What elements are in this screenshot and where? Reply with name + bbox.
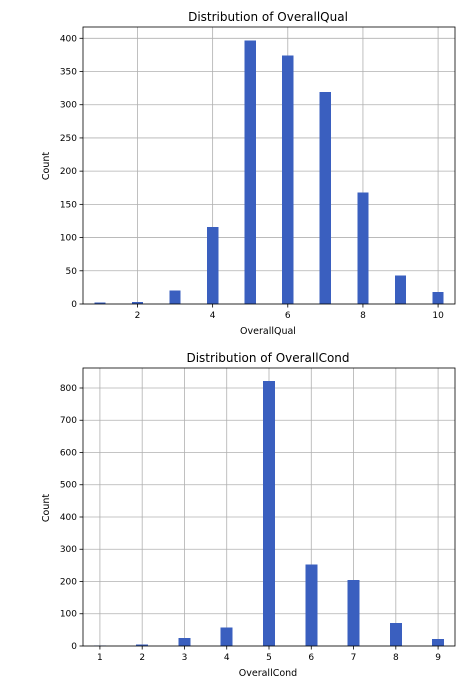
x-tick-label: 4 [210,311,216,321]
bar [357,192,369,304]
grid [83,27,455,305]
y-tick-label: 100 [60,234,77,244]
y-tick-label: 400 [60,34,77,44]
x-tick-label: 9 [435,653,441,663]
y-axis-label: Count [41,152,52,180]
x-tick-label: 6 [285,311,291,321]
x-axis-label: OverallQual [240,326,296,337]
bar [169,290,181,304]
bar [432,638,445,646]
bar [432,292,444,304]
y-tick-label: 150 [60,200,77,210]
chart-title: Distribution of OverallQual [188,10,348,24]
bar [282,55,294,304]
bar [220,627,233,646]
overallqual-chart: Distribution of OverallQual OverallQual … [41,10,456,337]
x-tick-label: 8 [360,311,366,321]
bars [93,381,445,646]
bar [178,637,191,646]
y-tick-label: 500 [60,481,77,491]
x-tick-label: 3 [182,653,188,663]
x-tick-label: 10 [432,311,444,321]
y-tick-label: 300 [60,101,77,111]
y-tick-label: 200 [60,577,77,587]
bar [131,302,144,304]
bar [94,302,106,304]
bar [244,40,256,304]
y-tick-label: 700 [60,416,77,426]
x-tick-label: 1 [97,653,103,663]
y-tick-label: 50 [66,267,78,277]
bar [263,381,275,646]
x-tick-label: 8 [393,653,399,663]
y-axis-label: Count [41,494,52,522]
chart-title: Distribution of OverallCond [186,351,349,365]
bar [305,564,318,646]
x-axis-label: OverallCond [239,668,297,679]
y-tick-label: 250 [60,134,77,144]
x-tick-label: 6 [308,653,314,663]
y-tick-label: 200 [60,167,77,177]
bar [207,226,219,304]
overallcond-chart: Distribution of OverallCond OverallCond … [41,351,456,679]
bar [136,644,149,646]
bar [347,579,360,646]
x-tick-label: 2 [135,311,141,321]
x-tick-label: 4 [224,653,230,663]
x-tick-label: 5 [266,653,272,663]
y-tick-label: 300 [60,545,77,555]
y-tick-label: 0 [71,300,77,310]
x-tick-label: 2 [139,653,145,663]
y-tick-label: 100 [60,610,77,620]
bar [389,622,402,646]
x-tick-label: 7 [351,653,357,663]
y-tick-label: 350 [60,68,77,78]
bar [394,275,407,304]
y-tick-label: 400 [60,513,77,523]
bar [319,92,331,304]
y-tick-label: 800 [60,384,77,394]
bars [94,40,444,304]
y-tick-label: 600 [60,448,77,458]
y-tick-label: 0 [71,642,77,652]
plot-frame [82,26,456,305]
